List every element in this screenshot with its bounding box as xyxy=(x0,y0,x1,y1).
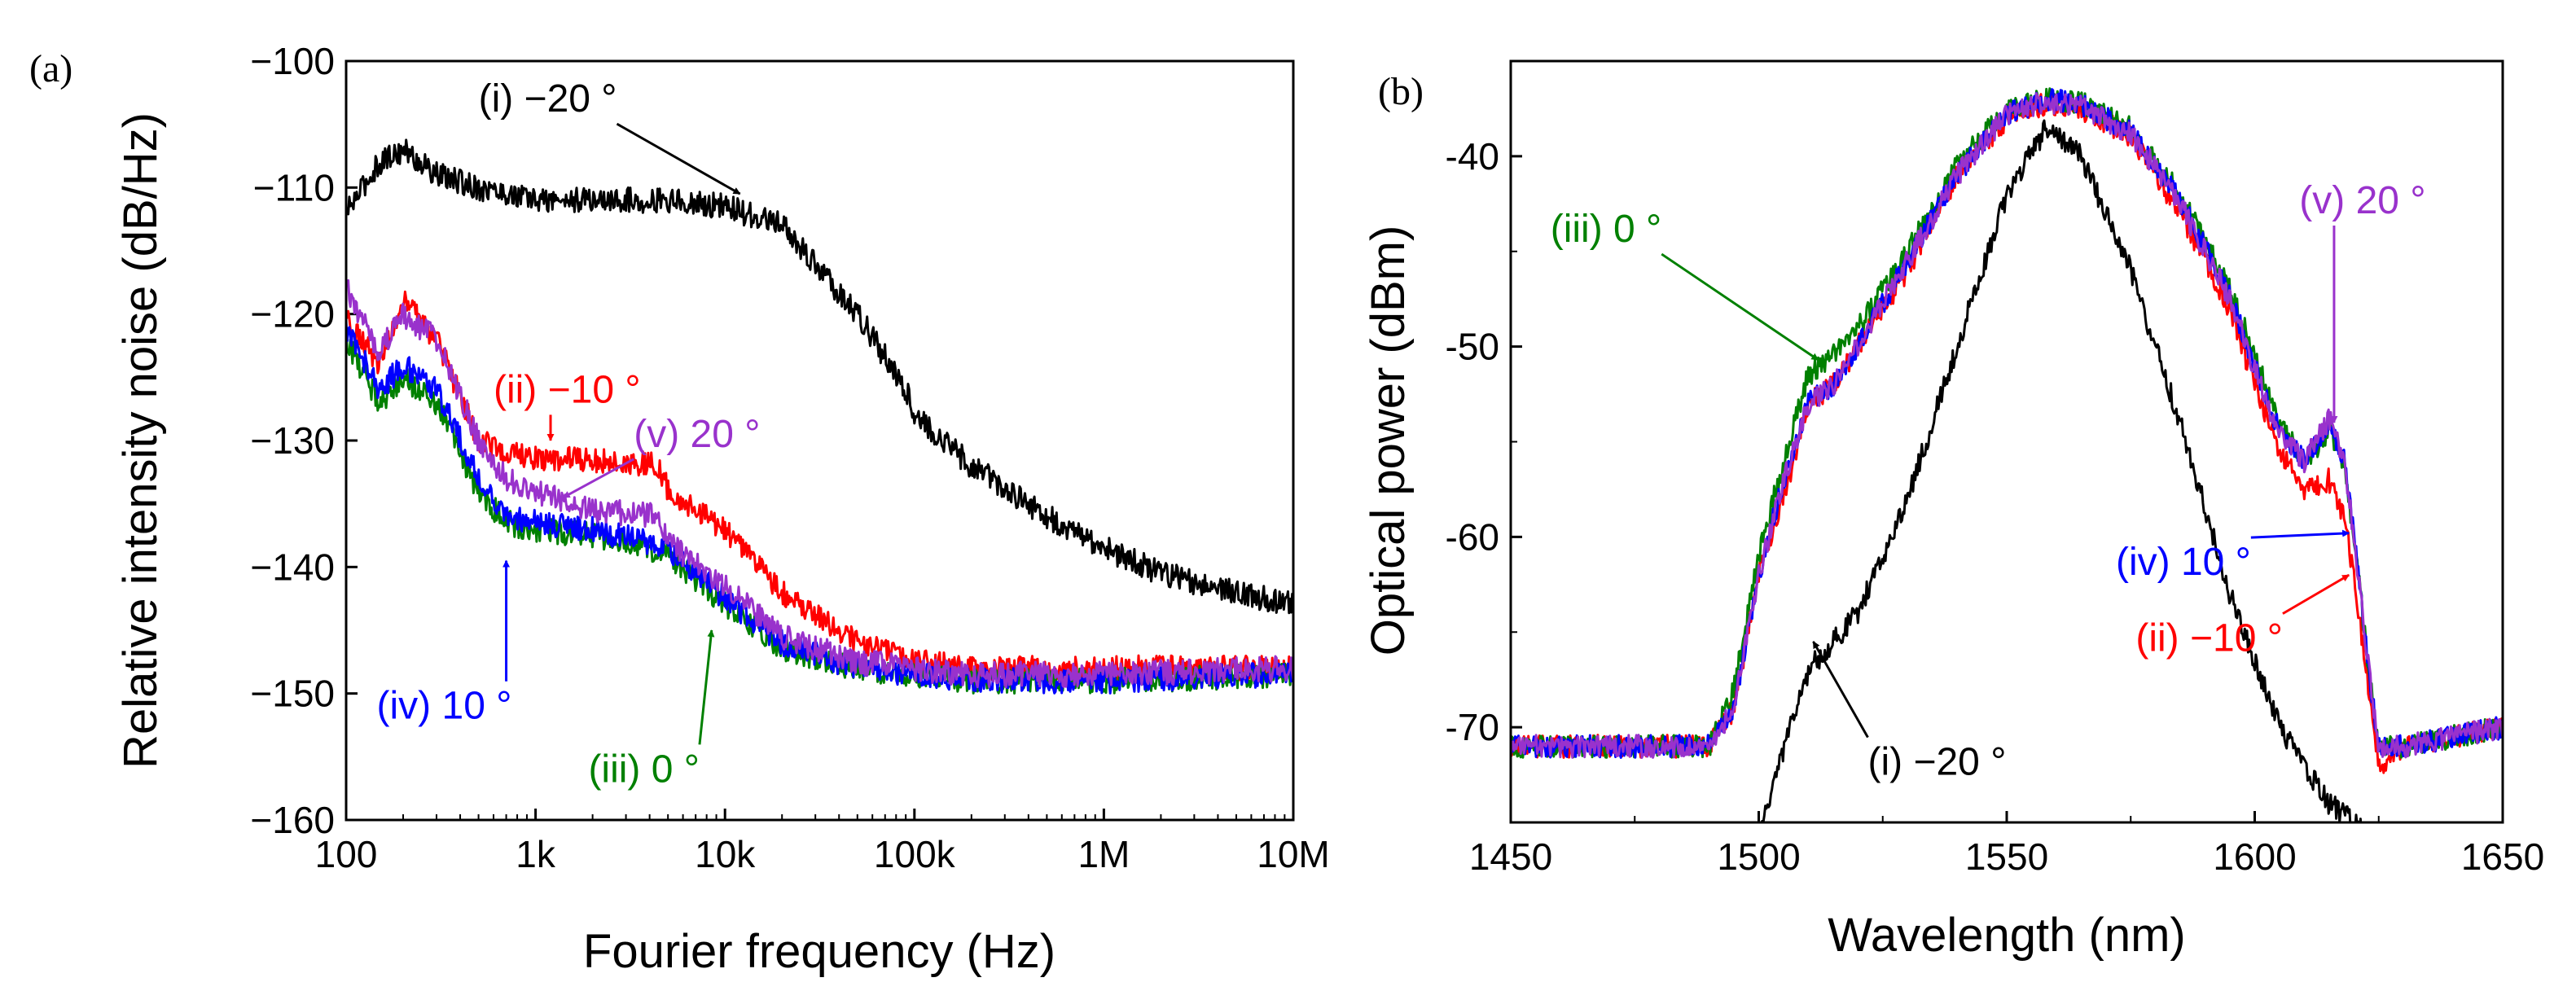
annotation-label-3: (v) 20 ° xyxy=(634,413,760,456)
annotation-label-4: (iv) 10 ° xyxy=(377,685,512,728)
panel-a-rin-chart: (a) 100 1k 10k 100k 1M 10M −160 −150 −140 −130 −12… xyxy=(29,40,1330,978)
panel-a-y-axis-title: Relative intensity noise (dB/Hz) xyxy=(114,112,167,769)
annotation-arrow-3 xyxy=(2250,529,2350,539)
y-tick-label: −130 xyxy=(250,419,335,462)
panel-b-y-axis-title: Optical power (dBm) xyxy=(1362,226,1415,656)
y-tick-label: −110 xyxy=(253,166,335,208)
panel-b-ticks: 1450 1500 1550 1600 1650 -70 -60 -50 -40 xyxy=(1446,135,2545,878)
x-tick-label: 1k xyxy=(516,833,556,875)
x-tick-label: 1M xyxy=(1077,833,1130,875)
annotation-label-5: (i) −20 ° xyxy=(1867,741,2006,784)
annotation-arrow-1 xyxy=(1661,252,1819,362)
annotation-arrow-1 xyxy=(616,122,741,195)
x-tick-label: 1600 xyxy=(2213,835,2296,878)
x-tick-label: 100 xyxy=(315,833,378,875)
series-line-5 xyxy=(1511,92,2503,759)
series-line-4 xyxy=(346,320,1293,695)
panel-b-annotations: (iii) 0 ° (v) 20 ° (iv) 10 ° (ii) −10 ° (i) … xyxy=(1551,179,2426,784)
y-tick-label: -50 xyxy=(1446,326,1499,368)
y-tick-label: −150 xyxy=(250,673,335,715)
panel-b-x-axis-title: Wavelength (nm) xyxy=(1828,909,2185,962)
series-line-2 xyxy=(346,290,1293,682)
series-line-5 xyxy=(346,278,1293,689)
annotation-arrow-5 xyxy=(698,629,715,745)
panel-a-frame xyxy=(344,59,1295,822)
x-tick-label: 10k xyxy=(695,833,756,875)
panel-label-b: (b) xyxy=(1378,70,1424,113)
panel-a-x-axis-title: Fourier frequency (Hz) xyxy=(583,925,1055,978)
x-tick-label: 1500 xyxy=(1717,835,1800,878)
y-tick-label: −120 xyxy=(250,293,335,335)
y-tick-label: −140 xyxy=(250,546,335,588)
panel-a-series xyxy=(346,138,1293,695)
panel-b-spectrum-chart: (b) 1450 1500 1550 1600 1650 -70 -60 -50 -40 (ii… xyxy=(1362,59,2545,962)
x-tick-label: 1450 xyxy=(1469,835,1552,878)
annotation-label-2: (ii) −10 ° xyxy=(494,368,641,411)
x-tick-label: 10M xyxy=(1257,833,1329,875)
annotation-label-1: (iii) 0 ° xyxy=(1551,208,1662,251)
panel-a-ticks: 100 1k 10k 100k 1M 10M −160 −150 −140 −130 −120 −11… xyxy=(250,40,1329,875)
annotation-label-2: (v) 20 ° xyxy=(2299,179,2425,222)
panel-a-annotations: (i) −20 ° (ii) −10 °(v) 20 ° (iv) 10 ° (iii… xyxy=(377,77,761,791)
annotation-label-3: (iv) 10 ° xyxy=(2116,541,2251,584)
annotation-label-1: (i) −20 ° xyxy=(479,77,617,121)
y-tick-label: -70 xyxy=(1446,706,1499,748)
annotation-label-4: (ii) −10 ° xyxy=(2135,617,2283,660)
x-tick-label: 100k xyxy=(874,833,956,875)
annotation-label-5: (iii) 0 ° xyxy=(588,748,700,791)
panel-b-series xyxy=(1511,87,2503,822)
panel-label-a: (a) xyxy=(29,47,72,90)
y-tick-label: -40 xyxy=(1446,135,1499,178)
x-tick-label: 1550 xyxy=(1965,835,2048,878)
y-tick-label: −160 xyxy=(250,799,335,841)
panel-b-frame xyxy=(1509,59,2504,824)
series-line-1 xyxy=(346,138,1293,615)
annotation-arrow-4 xyxy=(2282,573,2350,615)
annotation-arrow-3 xyxy=(562,458,634,499)
y-tick-label: -60 xyxy=(1446,515,1499,558)
x-tick-label: 1650 xyxy=(2461,835,2544,878)
series-line-1 xyxy=(1760,119,2363,822)
annotation-arrow-5 xyxy=(1812,641,1869,739)
y-tick-label: −100 xyxy=(250,40,335,82)
